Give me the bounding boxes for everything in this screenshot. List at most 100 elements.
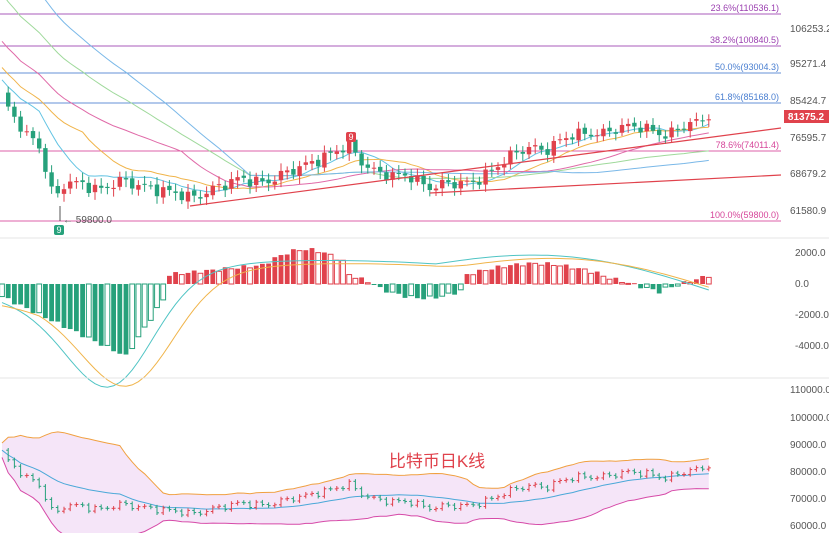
macd-histogram-bar: [439, 283, 446, 297]
boll-ohlc-bar: [434, 506, 438, 512]
boll-ohlc-bar: [396, 497, 401, 503]
main-candle-body: [198, 197, 203, 199]
main-candle-body: [564, 138, 569, 141]
main-candle-body: [464, 180, 470, 182]
boll-ohlc-bar: [173, 507, 178, 514]
boll-ohlc-bar: [508, 485, 513, 498]
boll-ohlc-bar: [217, 504, 221, 510]
main-candle-body: [204, 193, 209, 198]
main-candle: [12, 101, 17, 123]
macd-y-tick: -2000.0: [795, 310, 829, 321]
main-candle-body: [595, 135, 600, 137]
boll-ohlc-bar: [248, 500, 252, 510]
main-candle: [688, 118, 693, 138]
main-candle: [254, 172, 259, 193]
boll-ohlc-bar: [142, 504, 147, 509]
main-y-tick: 95271.4: [790, 59, 827, 70]
main-candle-body: [260, 178, 265, 182]
boll-ohlc-bar: [570, 477, 575, 483]
macd-histogram-bar: [278, 255, 284, 284]
boll-ohlc-bar: [117, 500, 122, 511]
main-candle-body: [24, 131, 29, 133]
boll-ohlc-bar: [341, 486, 345, 491]
main-candle: [638, 121, 643, 138]
main-candle-body: [92, 184, 98, 193]
macd-y-tick: -4000.0: [795, 341, 829, 352]
main-candle: [681, 121, 687, 134]
main-candle-body: [533, 145, 538, 147]
macd-histogram-bar: [266, 263, 271, 284]
main-candle-body: [570, 137, 575, 140]
main-candle: [86, 176, 91, 197]
main-candle: [136, 180, 141, 196]
main-candle: [272, 175, 277, 190]
main-candle: [409, 168, 414, 191]
macd-histogram-bar: [185, 272, 191, 284]
macd-histogram-bar: [49, 284, 54, 322]
macd-histogram-bar: [309, 248, 315, 284]
boll-ohlc-bar: [471, 502, 476, 508]
boll-ohlc-bar: [582, 471, 587, 480]
macd-histogram-bar: [272, 257, 278, 284]
macd-histogram-bar: [359, 277, 364, 284]
boll-ohlc-bar: [260, 499, 265, 507]
chart-annotation: 比特币日K线: [389, 452, 485, 471]
main-candle: [595, 129, 600, 143]
main-candle-body: [706, 119, 711, 121]
main-candle: [464, 176, 470, 187]
main-candle: [198, 190, 203, 205]
td-marker-bottom-label: 9: [56, 225, 61, 235]
main-candle: [235, 170, 240, 189]
boll-ohlc-bar: [105, 506, 110, 511]
main-candle-body: [489, 169, 494, 171]
macd-histogram-bar: [532, 262, 539, 285]
boll-ohlc-bar: [372, 494, 376, 500]
main-candle-body: [588, 134, 594, 137]
boll-ohlc-bar: [545, 484, 550, 493]
macd-histogram-bar: [204, 269, 209, 284]
boll-panel: [1, 431, 711, 533]
boll-ohlc-bar: [675, 470, 680, 477]
macd-histogram-bar: [111, 284, 116, 352]
main-candle: [576, 121, 581, 147]
main-candle: [241, 170, 246, 183]
main-candle: [433, 184, 439, 196]
macd-histogram-bar: [30, 284, 36, 314]
boll-ohlc-bar: [514, 485, 519, 491]
macd-histogram-bar: [415, 284, 420, 299]
main-candle: [167, 180, 172, 196]
main-candle: [105, 182, 110, 195]
main-candle: [526, 141, 532, 160]
main-candle: [185, 184, 191, 209]
macd-histogram-bar: [241, 265, 247, 284]
main-candle-body: [359, 153, 364, 166]
main-candle-body: [613, 132, 618, 134]
main-candle-body: [582, 127, 587, 134]
boll-ohlc-bar: [694, 465, 699, 472]
boll-ohlc-bar: [297, 494, 302, 504]
main-candle-body: [520, 151, 525, 154]
main-candle: [92, 178, 98, 200]
macd-histogram-bar: [495, 265, 501, 284]
main-candle-body: [30, 131, 36, 139]
macd-histogram-bar: [36, 283, 43, 314]
macd-histogram-bar: [322, 252, 327, 284]
macd-histogram-bar: [67, 284, 73, 330]
main-candle-body: [347, 140, 352, 154]
boll-ohlc-bar: [148, 504, 153, 510]
macd-histogram-bar: [74, 284, 79, 332]
boll-ohlc-bar: [80, 502, 85, 508]
main-candle-body: [241, 175, 246, 178]
macd-histogram-bar: [600, 275, 607, 285]
axis-layer: 81375.2 106253.2 95271.4 85424.7 76595.7 6867…: [0, 24, 829, 532]
macd-dif-line: [1, 254, 709, 388]
boll-ohlc-bar: [483, 495, 488, 509]
main-candle: [477, 176, 482, 190]
boll-ohlc-bar: [303, 491, 308, 499]
main-candle-body: [371, 167, 377, 169]
main-candle-body: [390, 172, 395, 180]
boll-ohlc-bar: [43, 484, 48, 502]
main-candle: [675, 124, 680, 137]
boll-y-tick: 100000.0: [790, 413, 829, 424]
main-candle-body: [216, 184, 222, 186]
